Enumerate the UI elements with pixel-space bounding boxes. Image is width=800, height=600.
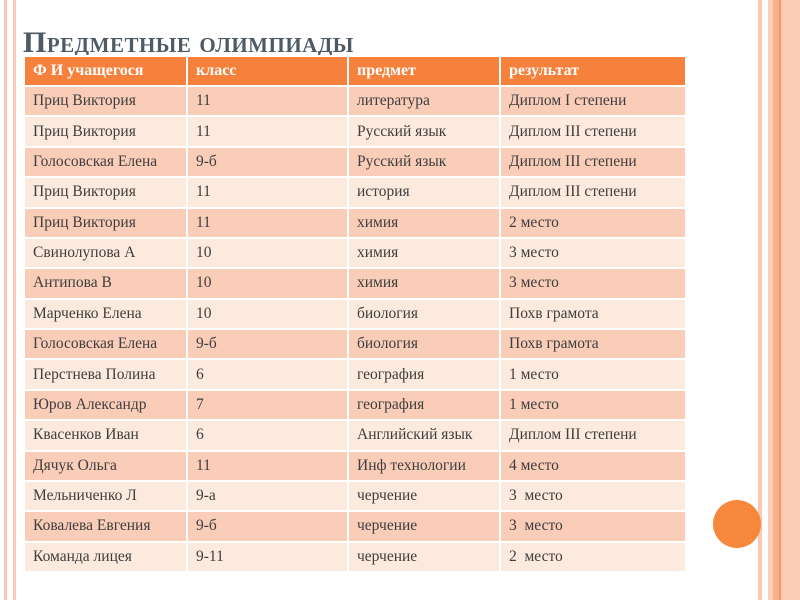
table-cell: химия <box>347 236 501 270</box>
table-cell: Русский язык <box>347 115 501 148</box>
table-cell: 9-б <box>186 145 349 179</box>
table-row: Мельниченко Л 9-а черчение 3 место <box>23 479 687 513</box>
table-cell: 1 место <box>499 358 687 391</box>
table-cell: биология <box>347 297 501 331</box>
table-cell: 1 место <box>499 388 687 422</box>
table-cell: Приц Виктория <box>23 84 188 118</box>
table-cell: Антипова В <box>23 267 188 300</box>
table-cell: Диплом III степени <box>499 145 687 179</box>
table-cell: Свинолупова А <box>23 236 188 270</box>
table-cell: Похв грамота <box>499 327 687 361</box>
table-header-row: Ф И учащегося класс предмет результат <box>23 55 687 87</box>
table-cell: 9-б <box>186 327 349 361</box>
column-header-student-name: Ф И учащегося <box>23 55 188 87</box>
accent-circle <box>713 500 761 548</box>
page-title: Предметные олимпиады <box>23 26 354 60</box>
table-row: Команда лицея 9-11 черчение 2 место <box>23 540 687 574</box>
table-cell: Диплом I степени <box>499 84 687 118</box>
table-cell: Русский язык <box>347 145 501 179</box>
table-row: Приц Виктория 11 Русский язык Диплом III ст… <box>23 115 687 148</box>
table-cell: Голосовская Елена <box>23 145 188 179</box>
column-header-result: результат <box>499 55 687 87</box>
table-body: Приц Виктория 11 литература Диплом I степен… <box>23 84 687 574</box>
table-cell: химия <box>347 206 501 239</box>
table-row: Голосовская Елена 9-б Русский язык Диплом I… <box>23 145 687 179</box>
table-cell: Голосовская Елена <box>23 327 188 361</box>
table-cell: 3 место <box>499 236 687 270</box>
table-cell: 9-11 <box>186 540 349 574</box>
table-row: Юров Александр 7 география 1 место <box>23 388 687 422</box>
table-cell: Диплом III степени <box>499 419 687 452</box>
table-cell: черчение <box>347 540 501 574</box>
table-cell: 6 <box>186 419 349 452</box>
table-cell: Диплом III степени <box>499 176 687 209</box>
table-cell: Английский язык <box>347 419 501 452</box>
table-cell: география <box>347 388 501 422</box>
table-cell: 11 <box>186 206 349 239</box>
table-row: Антипова В 10 химия 3 место <box>23 267 687 300</box>
table-row: Приц Виктория 11 литература Диплом I степен… <box>23 84 687 118</box>
column-header-class: класс <box>186 55 349 87</box>
table-cell: Марченко Елена <box>23 297 188 331</box>
table-cell: 9-а <box>186 479 349 513</box>
table-cell: 11 <box>186 115 349 148</box>
table-cell: Приц Виктория <box>23 206 188 239</box>
table-row: Голосовская Елена 9-б биология Похв грамота <box>23 327 687 361</box>
table-cell: химия <box>347 267 501 300</box>
table-cell: Команда лицея <box>23 540 188 574</box>
table-cell: 2 место <box>499 206 687 239</box>
table-cell: черчение <box>347 479 501 513</box>
table-cell: Диплом III степени <box>499 115 687 148</box>
right-accent-stripe <box>758 0 762 600</box>
table-cell: черчение <box>347 510 501 543</box>
table-row: Приц Виктория 11 история Диплом III степени <box>23 176 687 209</box>
table-cell: история <box>347 176 501 209</box>
table-cell: 11 <box>186 176 349 209</box>
table-cell: 9-б <box>186 510 349 543</box>
table-cell: 7 <box>186 388 349 422</box>
table-cell: биология <box>347 327 501 361</box>
table-cell: Приц Виктория <box>23 176 188 209</box>
table-cell: Перстнева Полина <box>23 358 188 391</box>
table-cell: литература <box>347 84 501 118</box>
table-cell: 3 место <box>499 267 687 300</box>
table-cell: 3 место <box>499 479 687 513</box>
table-cell: Похв грамота <box>499 297 687 331</box>
table-row: Приц Виктория 11 химия 2 место <box>23 206 687 239</box>
table-row: Квасенков Иван 6 Английский язык Диплом III… <box>23 419 687 452</box>
column-header-subject: предмет <box>347 55 501 87</box>
table-row: Свинолупова А 10 химия 3 место <box>23 236 687 270</box>
table-cell: 3 место <box>499 510 687 543</box>
table-cell: Квасенков Иван <box>23 419 188 452</box>
table-cell: 10 <box>186 297 349 331</box>
table-cell: 2 место <box>499 540 687 574</box>
table-row: Марченко Елена 10 биология Похв грамота <box>23 297 687 331</box>
table-cell: 11 <box>186 449 349 482</box>
table-row: Перстнева Полина 6 география 1 место <box>23 358 687 391</box>
table-cell: география <box>347 358 501 391</box>
table-cell: Мельниченко Л <box>23 479 188 513</box>
table-cell: Дячук Ольга <box>23 449 188 482</box>
table-cell: 10 <box>186 267 349 300</box>
table-row: Ковалева Евгения 9-б черчение 3 место <box>23 510 687 543</box>
table-cell: 6 <box>186 358 349 391</box>
olympiad-results-table: Ф И учащегося класс предмет результат Пр… <box>23 55 687 574</box>
table-cell: Инф технологии <box>347 449 501 482</box>
table-cell: 10 <box>186 236 349 270</box>
right-border-band <box>768 0 800 600</box>
table-cell: Юров Александр <box>23 388 188 422</box>
table-cell: 11 <box>186 84 349 118</box>
table-cell: 4 место <box>499 449 687 482</box>
table-cell: Ковалева Евгения <box>23 510 188 543</box>
left-accent-stripe-inner <box>13 0 16 600</box>
table-cell: Приц Виктория <box>23 115 188 148</box>
left-accent-stripe-outer <box>4 0 7 600</box>
table-row: Дячук Ольга 11 Инф технологии 4 место <box>23 449 687 482</box>
